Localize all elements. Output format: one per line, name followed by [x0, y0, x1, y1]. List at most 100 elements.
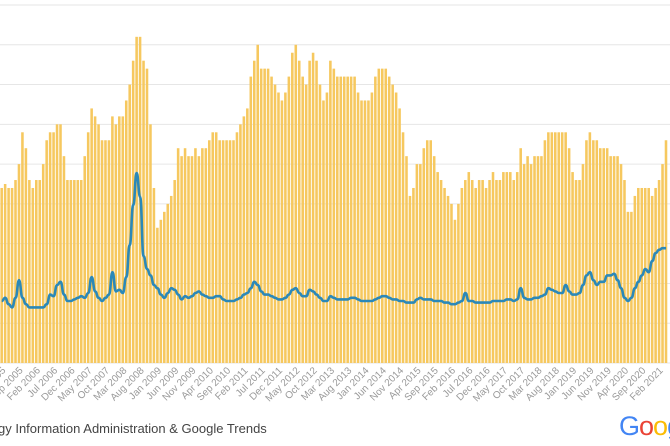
bar [173, 180, 176, 363]
bar [107, 140, 111, 363]
bar [14, 180, 17, 363]
bar [422, 148, 426, 363]
bar [439, 180, 443, 363]
bar [509, 172, 512, 363]
bar [515, 172, 519, 363]
trend-line-group [1, 171, 667, 309]
bar [661, 164, 664, 363]
bar [259, 68, 263, 364]
bar [560, 132, 564, 363]
bar [657, 180, 661, 363]
bar [408, 195, 412, 363]
bar [339, 76, 343, 363]
bar [643, 187, 647, 363]
bar [619, 164, 623, 363]
bar [443, 187, 446, 363]
bar [297, 60, 301, 363]
bar [0, 187, 3, 363]
bar [100, 140, 104, 363]
bar [356, 92, 360, 363]
bar [367, 100, 370, 363]
bar [429, 140, 432, 363]
bar [349, 76, 353, 363]
bar [17, 164, 21, 363]
bar [387, 76, 391, 363]
bar [436, 172, 439, 363]
bar [225, 140, 228, 363]
bar [287, 76, 291, 363]
bar [405, 156, 408, 363]
bar [453, 219, 457, 363]
bar [169, 195, 173, 363]
bar [637, 187, 640, 363]
logo-letter: g [667, 411, 670, 441]
bar [246, 108, 249, 363]
bar [460, 187, 464, 363]
bar [256, 44, 259, 364]
bar [7, 187, 10, 363]
bar [595, 140, 599, 363]
bar [588, 132, 592, 363]
bar [59, 124, 62, 363]
bar [398, 108, 401, 363]
bar [263, 68, 266, 364]
bar [484, 187, 488, 363]
bar [457, 203, 460, 363]
bar [491, 172, 495, 363]
bar [353, 76, 356, 363]
bar [97, 124, 100, 363]
bar [239, 124, 242, 363]
bar [391, 84, 394, 364]
bar [630, 211, 633, 363]
bar [401, 132, 405, 363]
bar [495, 180, 498, 363]
bar [277, 92, 280, 363]
bar [481, 180, 484, 363]
bar [585, 140, 588, 363]
bar [332, 68, 336, 364]
bar [66, 180, 69, 363]
bar [425, 140, 429, 363]
bar [574, 180, 578, 363]
bar [647, 187, 650, 363]
bar [291, 52, 294, 363]
bar [190, 156, 194, 363]
bar [218, 140, 221, 363]
bar [363, 100, 367, 363]
bar [252, 60, 256, 363]
bar [633, 195, 637, 363]
bar [370, 92, 374, 363]
bar [166, 203, 170, 363]
source-caption: gy Information Administration & Google T… [0, 421, 267, 436]
bar [145, 68, 149, 364]
bar [477, 180, 481, 363]
bar [142, 60, 145, 363]
bar [121, 116, 125, 363]
bar [464, 180, 467, 363]
bar [180, 156, 183, 363]
bar [163, 211, 166, 363]
bar [79, 180, 83, 363]
bar [214, 132, 218, 363]
bar [529, 164, 533, 363]
bar [474, 187, 477, 363]
bar [654, 187, 657, 363]
bar [52, 132, 55, 363]
bar [76, 180, 80, 363]
price-bars [0, 36, 668, 364]
bar [322, 100, 325, 363]
bar [550, 132, 554, 363]
bar [598, 148, 602, 363]
bar [512, 180, 516, 363]
bar [197, 156, 201, 363]
bar [41, 164, 45, 363]
bar [519, 148, 522, 363]
bar [201, 148, 204, 363]
bar [533, 156, 536, 363]
bar [446, 195, 450, 363]
bar [547, 132, 550, 363]
bar [540, 156, 543, 363]
bar [592, 140, 595, 363]
bar [543, 140, 547, 363]
